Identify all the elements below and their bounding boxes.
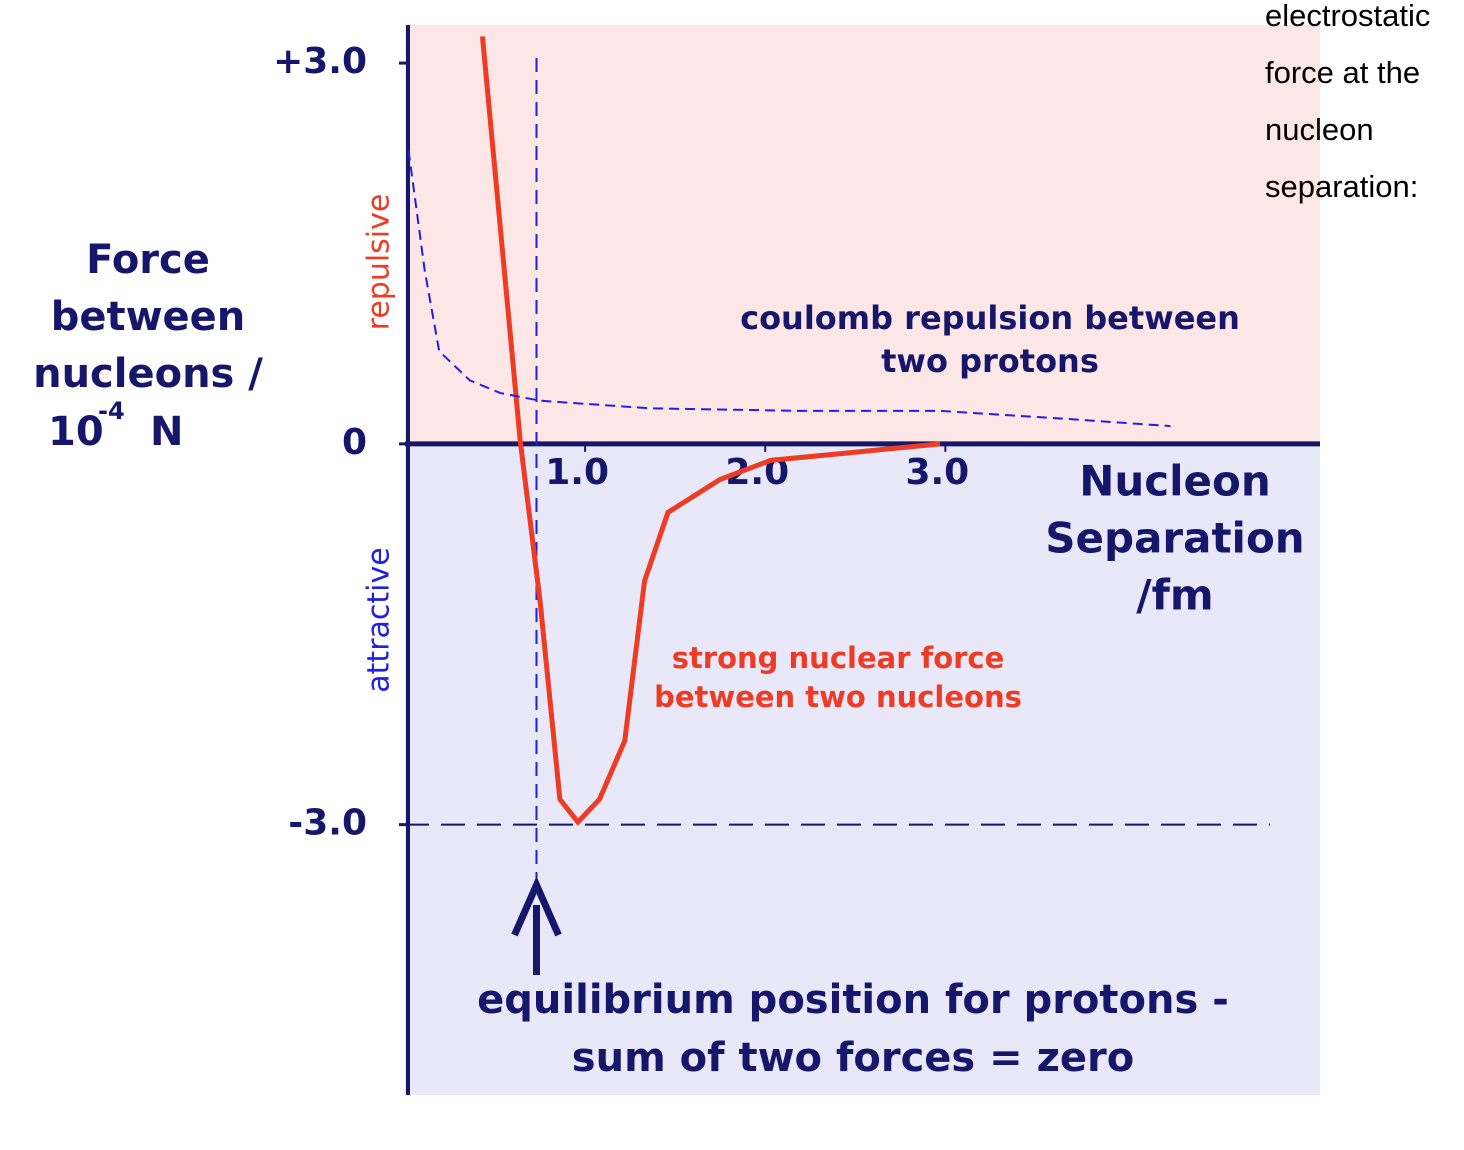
series-label: strong nuclear force between two nucleons xyxy=(654,641,1022,714)
x-tick-label: 3.0 xyxy=(905,452,969,493)
side-text: separation: xyxy=(1265,169,1418,204)
side-text: nucleon xyxy=(1265,112,1374,147)
x-axis-label: Separation xyxy=(1045,514,1304,563)
y-axis-unit: N xyxy=(150,409,183,455)
region-label: attractive xyxy=(362,547,397,692)
y-axis-label: nucleons / xyxy=(33,351,263,397)
y-tick-label: -3.0 xyxy=(288,803,367,844)
annotation: sum of two forces = zero xyxy=(572,1035,1134,1081)
arrow-head xyxy=(511,876,562,937)
y-tick-label: 0 xyxy=(342,422,367,463)
side-text: electrostatic xyxy=(1265,0,1430,33)
region-label: repulsive xyxy=(362,194,397,331)
y-axis-unit-exp: -4 xyxy=(98,397,125,425)
annotation: equilibrium position for protons - xyxy=(477,977,1229,1023)
y-tick-label: +3.0 xyxy=(273,41,367,82)
x-axis-label: Nucleon xyxy=(1079,457,1271,506)
side-text: force at the xyxy=(1265,55,1420,90)
y-axis-unit: 10 xyxy=(48,409,104,455)
series-label: coulomb repulsion between two protons xyxy=(740,299,1240,380)
y-axis-label: Force xyxy=(86,237,210,283)
series-line xyxy=(407,150,1171,428)
series-line xyxy=(479,36,941,826)
x-tick-label: 1.0 xyxy=(545,452,609,493)
y-axis-label: between xyxy=(51,294,246,340)
repulsive-region xyxy=(405,25,1320,444)
x-axis-label: /fm xyxy=(1136,571,1213,620)
